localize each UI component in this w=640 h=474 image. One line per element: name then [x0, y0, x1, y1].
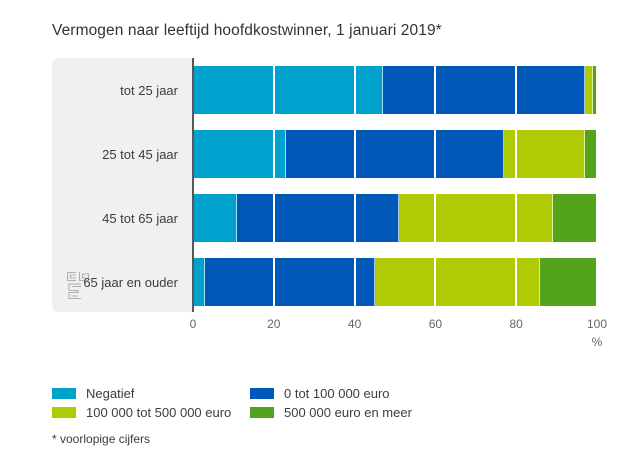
gridline-overlay-60	[434, 58, 437, 312]
legend-swatch-icon	[52, 388, 76, 399]
plot-area	[192, 58, 612, 312]
x-tick-label-20: 20	[267, 317, 281, 331]
gridline-overlay-40	[353, 58, 356, 312]
bar-segment[interactable]	[193, 66, 383, 114]
x-tick-label-100: 100	[586, 317, 608, 331]
bar-segment[interactable]	[399, 194, 553, 242]
bar-row-0	[193, 66, 597, 114]
bar-segment[interactable]	[374, 258, 541, 306]
legend-item-1[interactable]: 0 tot 100 000 euro	[250, 384, 412, 403]
x-axis-unit: %	[193, 335, 603, 351]
legend-label: 500 000 euro en meer	[284, 405, 412, 420]
legend-item-0[interactable]: Negatief	[52, 384, 250, 403]
chart-area: tot 25 jaar 25 tot 45 jaar 45 tot 65 jaar 6…	[52, 58, 612, 312]
legend-item-3[interactable]: 500 000 euro en meer	[250, 403, 412, 422]
footnote: * voorlopige cijfers	[52, 432, 151, 446]
bar-segment[interactable]	[584, 66, 593, 114]
category-label-2: 45 tot 65 jaar	[102, 210, 178, 226]
category-label-panel: tot 25 jaar 25 tot 45 jaar 45 tot 65 jaar 6…	[52, 58, 193, 312]
x-tick-label-60: 60	[428, 317, 443, 331]
bar-segment[interactable]	[584, 130, 597, 178]
gridline-overlay-80	[515, 58, 518, 312]
legend-swatch-icon	[52, 407, 76, 418]
gridline-overlay-100	[596, 58, 598, 312]
bar-segment[interactable]	[285, 130, 505, 178]
plot-scale	[193, 58, 598, 312]
legend-label: 100 000 tot 500 000 euro	[86, 405, 232, 420]
bar-segment[interactable]	[237, 194, 400, 242]
legend-item-2[interactable]: 100 000 tot 500 000 euro	[52, 403, 250, 422]
bar-segment[interactable]	[193, 130, 286, 178]
bar-row-3	[193, 258, 597, 306]
bar-segment[interactable]	[205, 258, 375, 306]
bar-segment[interactable]	[540, 258, 597, 306]
legend: Negatief 0 tot 100 000 euro 100 000 tot 50…	[52, 384, 412, 422]
x-axis-ticks: 0 20 40 60 80 100	[189, 317, 607, 333]
legend-label: 0 tot 100 000 euro	[284, 386, 390, 401]
legend-label: Negatief	[86, 386, 135, 401]
y-axis-line	[192, 58, 194, 312]
bar-row-2	[193, 194, 597, 242]
legend-swatch-icon	[250, 407, 274, 418]
bar-segment[interactable]	[592, 66, 597, 114]
x-axis-unit-label: %	[591, 335, 603, 349]
category-label-1: 25 tot 45 jaar	[102, 146, 178, 162]
x-tick-label-80: 80	[509, 317, 523, 331]
legend-swatch-icon	[250, 388, 274, 399]
bar-segment[interactable]	[193, 194, 238, 242]
bar-segment[interactable]	[193, 258, 206, 306]
category-label-3: 65 jaar en ouder	[83, 274, 178, 290]
bar-segment[interactable]	[382, 66, 585, 114]
x-tick-label-40: 40	[347, 317, 362, 331]
category-label-0: tot 25 jaar	[120, 82, 178, 98]
bar-segment[interactable]	[552, 194, 597, 242]
bar-segment[interactable]	[504, 130, 585, 178]
gridline-overlay-20	[272, 58, 275, 312]
chart-title: Vermogen naar leeftijd hoofdkostwinner, …	[52, 22, 442, 39]
bar-row-1	[193, 130, 597, 178]
x-tick-label-0: 0	[189, 317, 197, 331]
cbs-logo-icon	[67, 272, 89, 300]
